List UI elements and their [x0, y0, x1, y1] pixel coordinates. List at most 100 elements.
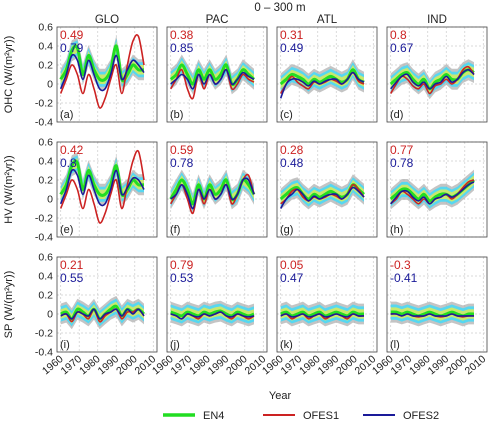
panel-label: (c) [280, 109, 293, 121]
x-tick-label: 2010 [463, 353, 489, 377]
series-line-ofes2 [59, 53, 145, 92]
plot-frame [166, 141, 268, 238]
panel-label: (b) [170, 109, 183, 121]
legend-label: EN4 [203, 410, 224, 422]
y-tick-label: 0.2 [38, 175, 53, 187]
legend-label: OFES2 [403, 410, 439, 422]
corr-ofes2: 0.85 [170, 41, 194, 55]
panel-label: (e) [60, 224, 73, 236]
series-line-ofes2 [279, 71, 365, 99]
panel-b: PAC 0.380.85 (b) [166, 14, 268, 123]
panel-label: (h) [390, 224, 403, 236]
y-tick-label: 0.4 [38, 156, 53, 168]
series-line-ofes2 [170, 177, 255, 210]
corr-ofes1: 0.31 [280, 28, 304, 42]
panel-label: (i) [60, 339, 70, 351]
column-title: ATL [317, 14, 338, 26]
series-line-ofes2 [390, 68, 475, 90]
plot-frame [56, 141, 158, 238]
series-line-en4 [59, 44, 145, 83]
column-title: PAC [206, 14, 229, 26]
series-line-ofes2 [280, 186, 365, 209]
panel-label: (d) [390, 109, 403, 121]
legend-label: OFES1 [303, 410, 339, 422]
y-axis-label: OHC (W/(m²yr)) [3, 36, 15, 114]
corr-ofes2: 0.67 [390, 41, 414, 55]
series-line-ofes1 [59, 149, 145, 224]
corr-ofes2: 0.47 [280, 271, 304, 285]
plot-frame [386, 141, 488, 238]
legend-item-ofes1: OFES1 [263, 410, 339, 422]
panel-d: IND 0.80.67 (d) [386, 14, 488, 123]
series-line-ofes1 [390, 65, 475, 95]
legend-item-ofes2: OFES2 [363, 410, 439, 422]
series-line-ofes1 [280, 313, 365, 320]
plot-frame [276, 256, 378, 353]
panel-f: 0.590.78 (f) [166, 141, 268, 238]
panel-label: (a) [60, 109, 73, 121]
plot-frame [386, 256, 488, 353]
y-tick-label: 0.2 [38, 60, 53, 72]
panel-c: ATL 0.310.49 (c) [276, 14, 378, 123]
series-line-en4 [280, 310, 365, 318]
corr-ofes2: 0.78 [390, 156, 414, 170]
plot-frame [276, 141, 378, 238]
spread-band [60, 41, 145, 84]
spread-band [390, 62, 474, 97]
plot-frame [386, 26, 488, 123]
series-line-ofes2 [280, 313, 365, 318]
plot-frame [166, 256, 268, 353]
panel-e: 0.6 0.4 0.2 0 -0.2 -0.4 HV (W/(m²yr)) 0.420.8 (e… [3, 137, 158, 244]
plot-frame [166, 26, 268, 123]
series-line-ofes2 [390, 313, 474, 317]
series-line-ofes2 [60, 308, 145, 320]
corr-ofes1: 0.21 [60, 258, 84, 272]
y-tick-label: -0.4 [35, 347, 53, 359]
spread-band [60, 158, 145, 199]
y-tick-label: 0.4 [38, 271, 53, 283]
series-line-ofes2 [170, 311, 255, 320]
panel-label: (g) [280, 224, 293, 236]
panel-h: 0.770.78 (h) [386, 141, 488, 238]
figure-title: 0 – 300 m [254, 2, 305, 14]
y-tick-label: 0.6 [38, 22, 53, 34]
corr-ofes2: 0.78 [170, 156, 194, 170]
corr-ofes1: -0.3 [390, 258, 411, 272]
legend-item-en4: EN4 [163, 410, 224, 422]
panel-a: 0.6 0.4 0.2 0 -0.2 -0.4 OHC (W/(m²yr)) GLO 0.490… [3, 14, 158, 129]
panel-label: (f) [170, 224, 180, 236]
corr-ofes1: 0.8 [390, 28, 407, 42]
series-line-ofes2 [390, 181, 475, 205]
corr-ofes2: 0.53 [170, 271, 194, 285]
y-tick-label: 0 [47, 79, 53, 91]
panel-label: (l) [390, 339, 400, 351]
panel-g: 0.280.48 (g) [276, 141, 378, 238]
y-tick-label: -0.4 [35, 117, 53, 129]
series-line-ofes1 [59, 34, 145, 109]
corr-ofes2: 0.48 [280, 156, 304, 170]
y-axis-label: HV (W/(m²yr)) [3, 155, 15, 223]
x-axis-label: Year [269, 390, 292, 402]
y-tick-label: 0.6 [38, 252, 53, 264]
corr-ofes1: 0.42 [60, 143, 84, 157]
column-title: GLO [95, 14, 119, 26]
y-tick-label: -0.4 [35, 232, 53, 244]
y-tick-label: -0.2 [35, 213, 53, 225]
y-tick-label: -0.2 [35, 98, 53, 110]
series-line-ofes2 [59, 168, 145, 207]
plot-frame [276, 26, 378, 123]
legend: EN4 OFES1 OFES2 [163, 410, 439, 422]
corr-ofes1: 0.79 [170, 258, 194, 272]
series-line-en4 [169, 63, 255, 87]
corr-ofes1: 0.05 [280, 258, 304, 272]
corr-ofes1: 0.28 [280, 143, 304, 157]
series-line-en4 [170, 309, 255, 318]
corr-ofes2: 0.79 [60, 41, 84, 55]
corr-ofes1: 0.77 [390, 143, 414, 157]
series-line-en4 [279, 68, 365, 86]
panel-label: (k) [280, 339, 293, 351]
series-line-en4 [390, 310, 475, 318]
